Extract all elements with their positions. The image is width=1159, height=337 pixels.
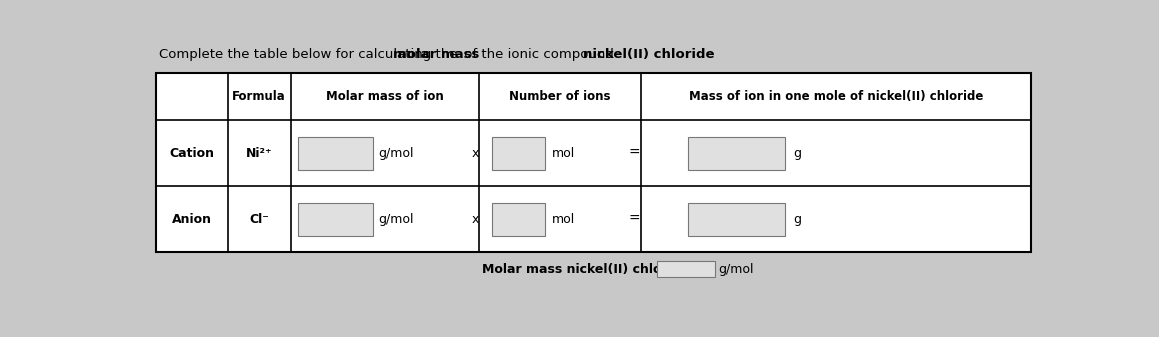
Text: of the ionic compound: of the ionic compound <box>460 48 619 61</box>
Text: =: = <box>628 212 640 226</box>
Text: molar mass: molar mass <box>393 48 480 61</box>
Text: mol: mol <box>552 213 575 226</box>
Text: Formula: Formula <box>232 90 286 103</box>
Bar <box>687 137 786 170</box>
Text: g: g <box>793 213 801 226</box>
Text: Anion: Anion <box>172 213 212 226</box>
Bar <box>155 73 1032 252</box>
Text: Molar mass of ion: Molar mass of ion <box>326 90 444 103</box>
Text: mol: mol <box>552 147 575 160</box>
Text: g: g <box>793 147 801 160</box>
Text: Cl⁻: Cl⁻ <box>249 213 269 226</box>
Text: Number of ions: Number of ions <box>509 90 611 103</box>
Text: .: . <box>685 48 688 61</box>
Text: g/mol: g/mol <box>378 147 414 160</box>
Text: Molar mass nickel(II) chloride =: Molar mass nickel(II) chloride = <box>482 263 704 276</box>
Text: Ni²⁺: Ni²⁺ <box>246 147 272 160</box>
Text: Cation: Cation <box>169 147 214 160</box>
Text: x: x <box>472 213 479 226</box>
Text: g/mol: g/mol <box>719 263 753 276</box>
Text: =: = <box>628 146 640 160</box>
Bar <box>687 203 786 236</box>
Text: x: x <box>472 147 479 160</box>
Bar <box>491 137 545 170</box>
Text: nickel(II) chloride: nickel(II) chloride <box>583 48 714 61</box>
Bar <box>657 262 715 277</box>
Bar <box>298 137 373 170</box>
Text: g/mol: g/mol <box>378 213 414 226</box>
Bar <box>491 203 545 236</box>
Text: Mass of ion in one mole of nickel(II) chloride: Mass of ion in one mole of nickel(II) ch… <box>688 90 983 103</box>
Bar <box>298 203 373 236</box>
Text: Complete the table below for calculating the: Complete the table below for calculating… <box>159 48 461 61</box>
